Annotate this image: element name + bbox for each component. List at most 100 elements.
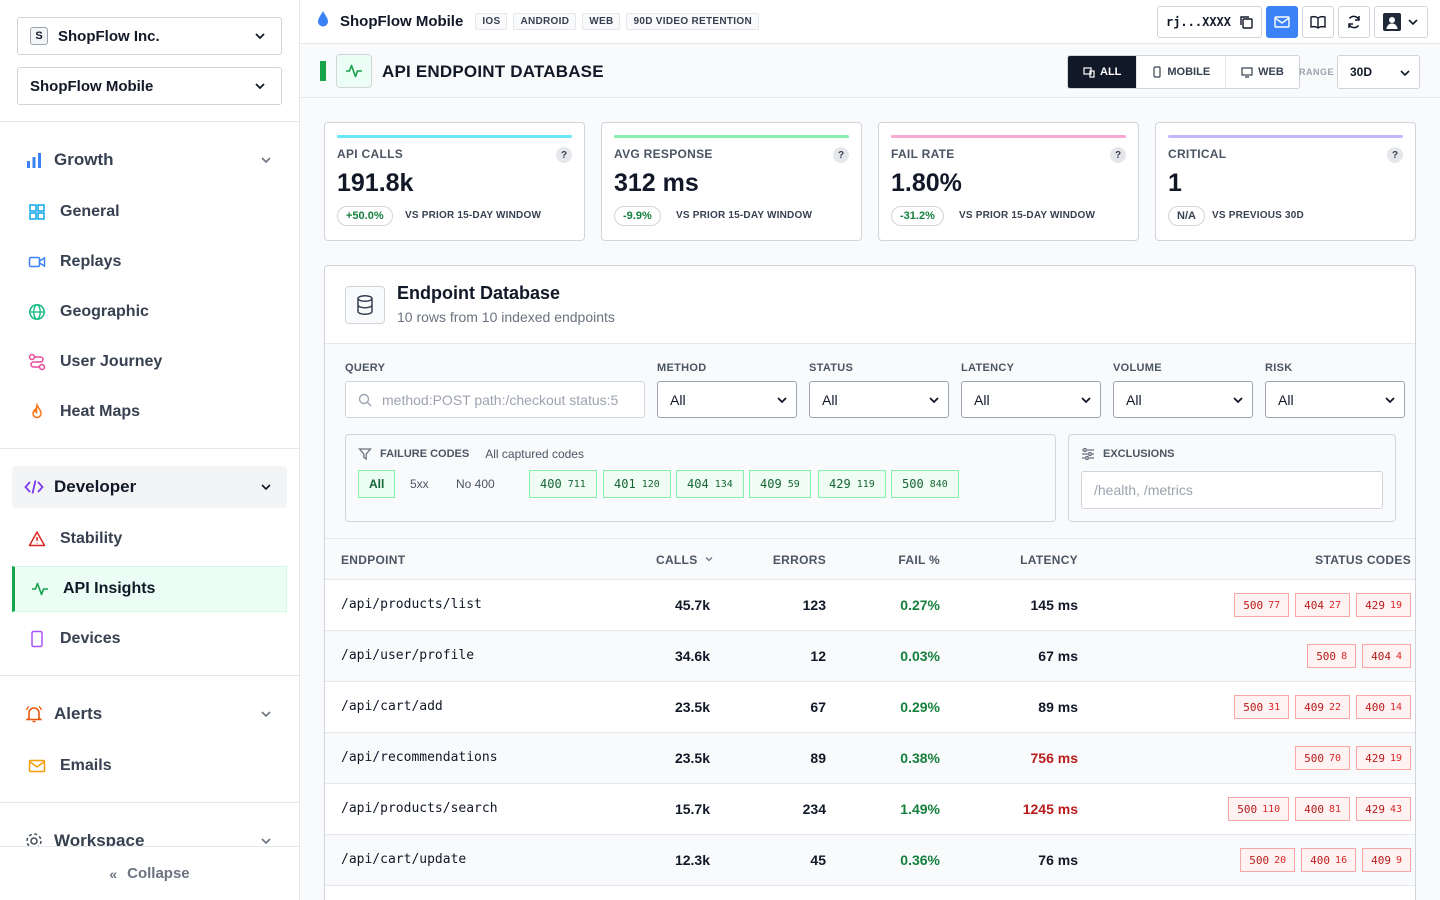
filter-select-status[interactable]: All — [809, 381, 949, 418]
status-codes: 500 31 409 22 400 14 — [1234, 695, 1411, 719]
chevron-down-icon — [1233, 397, 1243, 404]
section-label: Alerts — [54, 704, 103, 723]
platform-mobile-button[interactable]: MOBILE — [1137, 56, 1227, 88]
activity-icon — [336, 54, 372, 88]
status-code-badge[interactable]: 404 27 — [1295, 593, 1351, 617]
api-key-button[interactable]: rj...XXXX — [1156, 6, 1262, 38]
mail-icon — [1274, 16, 1290, 28]
endpoint-path[interactable]: /api/recommendations — [341, 750, 498, 765]
account-menu-button[interactable] — [1374, 6, 1428, 38]
sidebar-item-api-insights[interactable]: API Insights — [12, 566, 287, 612]
filter-select-volume[interactable]: All — [1113, 381, 1253, 418]
filter-select-latency[interactable]: All — [961, 381, 1101, 418]
column-header-latency[interactable]: LATENCY — [1020, 553, 1078, 567]
status-code-badge[interactable]: 400 16 — [1301, 848, 1357, 872]
status-code-badge[interactable]: 500 70 — [1295, 746, 1351, 770]
table-row[interactable]: /api/recommendations 23.5k 89 0.38% 756 ms 50… — [325, 733, 1415, 784]
table-row[interactable]: /api/products/search 15.7k 234 1.49% 1245 ms… — [325, 784, 1415, 835]
status-code-badge[interactable]: 500 110 — [1228, 797, 1290, 821]
section-growth[interactable]: Growth — [12, 139, 287, 181]
failure-filter-no-400[interactable]: No 400 — [456, 477, 495, 491]
table-header: ENDPOINT CALLS ERRORS FAIL % LATENCY STA… — [325, 539, 1415, 580]
code-count: 59 — [787, 478, 800, 490]
globe-icon — [28, 303, 46, 321]
sidebar-item-geographic[interactable]: Geographic — [12, 289, 287, 335]
failure-code-chip[interactable]: 409 59 — [749, 470, 811, 498]
range-select[interactable]: 30D — [1337, 55, 1420, 89]
column-header-calls[interactable]: CALLS — [656, 553, 714, 567]
section-developer[interactable]: Developer — [12, 466, 287, 508]
help-icon[interactable]: ? — [833, 147, 849, 163]
failure-filter-all[interactable]: All — [358, 470, 396, 498]
status-code-badge[interactable]: 404 4 — [1362, 644, 1411, 668]
project-selector[interactable]: ShopFlow Mobile — [17, 67, 282, 105]
filter-select-risk[interactable]: All — [1265, 381, 1405, 418]
endpoint-path[interactable]: /api/cart/update — [341, 852, 467, 867]
table-row[interactable]: /api/products/list 45.7k 123 0.27% 145 ms 500… — [325, 580, 1415, 631]
collapse-button[interactable]: « Collapse — [0, 846, 299, 900]
sidebar-item-heat-maps[interactable]: Heat Maps — [12, 389, 287, 435]
failure-code-chip[interactable]: 500 840 — [891, 470, 959, 498]
help-icon[interactable]: ? — [556, 147, 572, 163]
status-code-badge[interactable]: 500 8 — [1307, 644, 1357, 668]
org-selector[interactable]: S ShopFlow Inc. — [17, 17, 282, 55]
column-header-endpoint[interactable]: ENDPOINT — [341, 553, 406, 567]
status-code-badge[interactable]: 429 19 — [1356, 593, 1411, 617]
endpoint-path[interactable]: /api/cart/add — [341, 699, 443, 714]
refresh-button[interactable] — [1338, 6, 1370, 38]
status-code-badge[interactable]: 500 31 — [1234, 695, 1290, 719]
status-code-badge[interactable]: 400 81 — [1295, 797, 1351, 821]
column-header-errors[interactable]: ERRORS — [772, 553, 826, 567]
help-icon[interactable]: ? — [1387, 147, 1403, 163]
failure-code-chip[interactable]: 400 711 — [529, 470, 597, 498]
section-alerts[interactable]: Alerts — [12, 693, 287, 735]
status-code-badge[interactable]: 500 77 — [1234, 593, 1290, 617]
failure-code-chip[interactable]: 429 119 — [818, 470, 886, 498]
filter-select-method[interactable]: All — [657, 381, 797, 418]
sidebar-item-replays[interactable]: Replays — [12, 239, 287, 285]
retention-tag: 90D VIDEO RETENTION — [626, 13, 759, 30]
status-code-badge[interactable]: 409 9 — [1362, 848, 1411, 872]
code-value: 400 — [1365, 700, 1385, 714]
help-icon[interactable]: ? — [1110, 147, 1126, 163]
table-row[interactable]: /api/cart/add 23.5k 67 0.29% 89 ms 500 31 409 22… — [325, 682, 1415, 733]
errors-value: 12 — [810, 648, 826, 664]
code-count: 134 — [714, 478, 733, 490]
code-count: 31 — [1268, 701, 1281, 713]
code-value: 500 — [902, 477, 924, 491]
calls-value: 23.5k — [674, 699, 710, 715]
status-code-badge[interactable]: 429 43 — [1356, 797, 1411, 821]
filter-label: METHOD — [657, 362, 707, 374]
endpoint-path[interactable]: /api/products/search — [341, 801, 498, 816]
sidebar-item-user-journey[interactable]: User Journey — [12, 339, 287, 385]
sidebar-item-stability[interactable]: Stability — [12, 516, 287, 562]
failure-filter-5xx[interactable]: 5xx — [410, 477, 429, 491]
endpoint-path[interactable]: /api/products/list — [341, 597, 482, 612]
docs-button[interactable] — [1302, 6, 1334, 38]
endpoint-path[interactable]: /api/user/profile — [341, 648, 475, 663]
code-value: 500 — [1243, 598, 1264, 612]
filter-label: STATUS — [809, 362, 854, 374]
failure-code-chip[interactable]: 404 134 — [676, 470, 744, 498]
sidebar-item-emails[interactable]: Emails — [12, 743, 287, 789]
status-code-badge[interactable]: 429 19 — [1356, 746, 1411, 770]
platform-web-button[interactable]: WEB — [1226, 56, 1299, 88]
code-value: 429 — [829, 477, 851, 491]
status-code-badge[interactable]: 400 14 — [1356, 695, 1411, 719]
page-title: API ENDPOINT DATABASE — [382, 62, 604, 81]
activity-icon — [31, 580, 49, 598]
table-row[interactable]: /api/cart/update 12.3k 45 0.36% 76 ms 500 20 40… — [325, 835, 1415, 886]
table-row[interactable]: /api/user/profile 34.6k 12 0.03% 67 ms 500 8 40… — [325, 631, 1415, 682]
query-input[interactable]: method:POST path:/checkout status:5 — [345, 381, 645, 418]
column-header-fail-pct[interactable]: FAIL % — [898, 553, 940, 567]
exclusions-input[interactable]: /health, /metrics — [1081, 471, 1383, 509]
sidebar-item-devices[interactable]: Devices — [12, 616, 287, 662]
section-workspace[interactable]: Workspace — [12, 820, 287, 862]
status-code-badge[interactable]: 409 22 — [1295, 695, 1351, 719]
failure-code-chip[interactable]: 401 120 — [603, 470, 671, 498]
sidebar-item-general[interactable]: General — [12, 189, 287, 235]
column-header-status-codes[interactable]: STATUS CODES — [1315, 553, 1411, 567]
platform-all-button[interactable]: ALL — [1068, 56, 1138, 88]
status-code-badge[interactable]: 500 20 — [1240, 848, 1296, 872]
mail-button[interactable] — [1266, 6, 1298, 38]
